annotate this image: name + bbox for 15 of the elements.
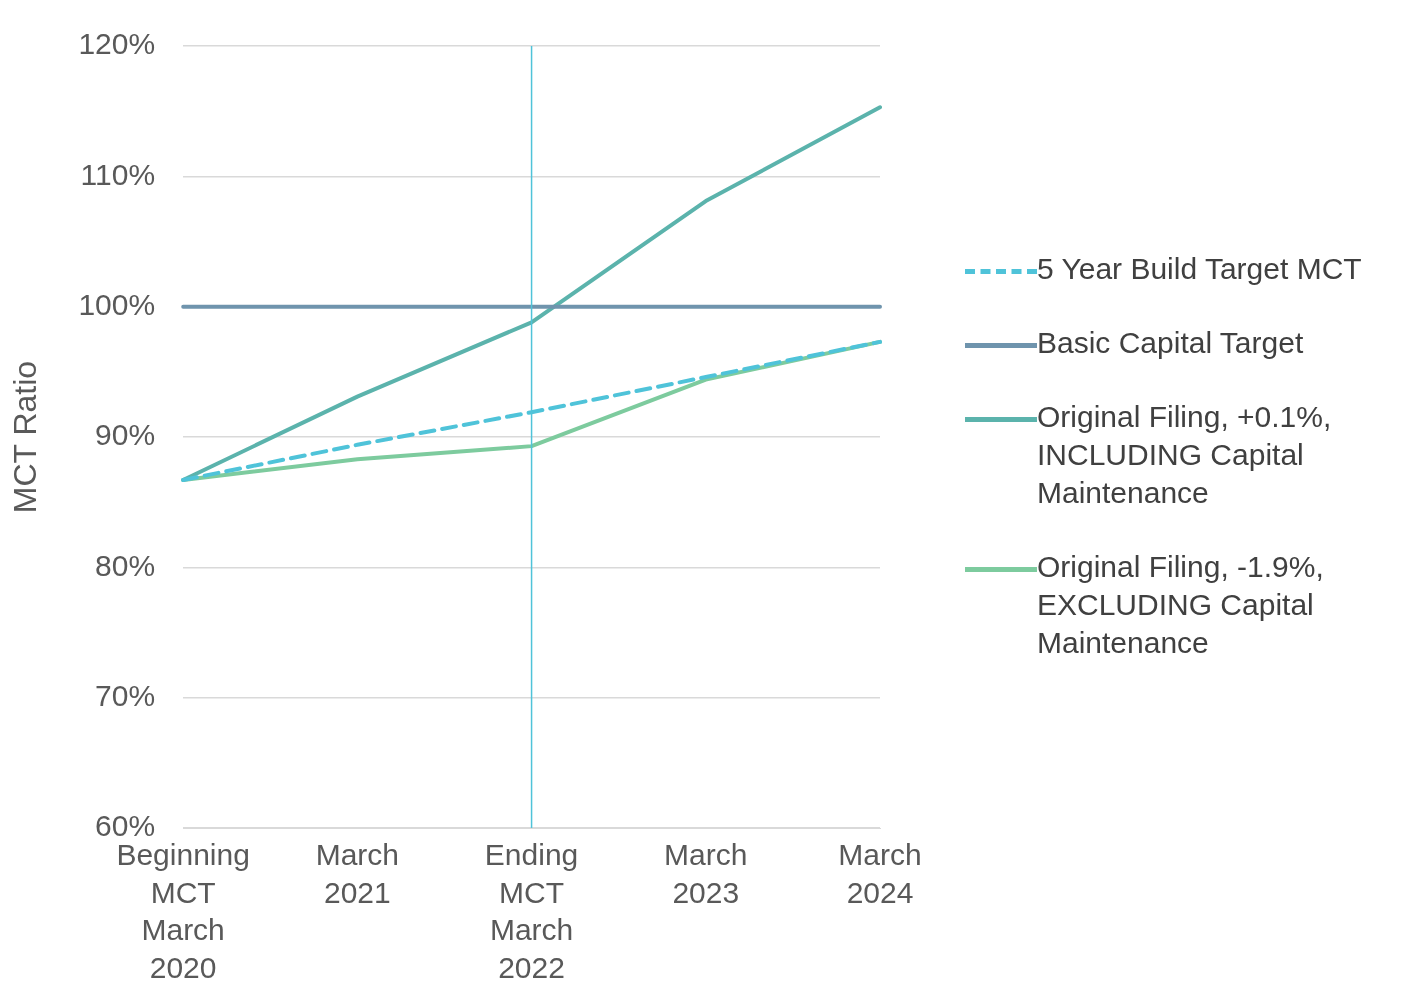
x-tick-label: March 2024 bbox=[838, 838, 922, 909]
x-tick-label: March 2023 bbox=[664, 838, 748, 909]
y-tick-label: 70% bbox=[95, 678, 156, 712]
legend-label: Basic Capital Target bbox=[1037, 325, 1304, 361]
legend-label: Original Filing, -1.9%, EXCLUDING Capital Maintenance bbox=[1037, 549, 1325, 661]
x-tick-label: Ending MCT March 2022 bbox=[484, 838, 579, 984]
y-tick-label: 80% bbox=[95, 548, 156, 582]
y-tick-label: 90% bbox=[95, 418, 156, 452]
legend-label: 5 Year Build Target MCT bbox=[1037, 251, 1362, 287]
x-tick-label: March 2021 bbox=[315, 838, 400, 909]
y-axis-title: MCT Ratio bbox=[7, 360, 44, 514]
y-tick-label: 120% bbox=[78, 27, 156, 61]
y-tick-label: 110% bbox=[80, 157, 156, 191]
legend-label: Original Filing, +0.1%, INCLUDING Capital Maintenance bbox=[1037, 399, 1333, 511]
y-tick-label: 100% bbox=[78, 287, 156, 321]
